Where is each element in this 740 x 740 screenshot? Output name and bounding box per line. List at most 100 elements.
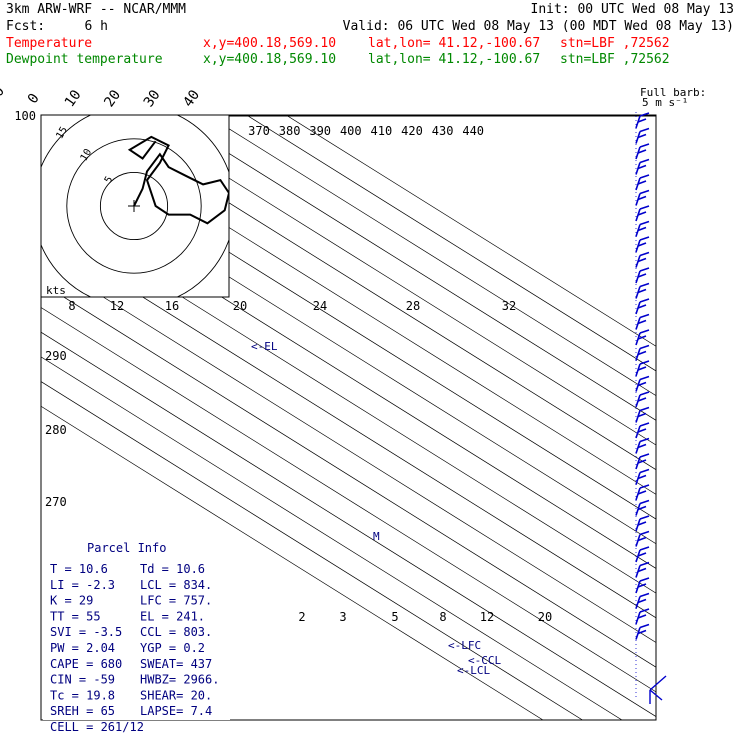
wind-barb-flag bbox=[637, 118, 647, 123]
theta-label: 370 bbox=[248, 124, 270, 138]
wind-barb-flag bbox=[639, 546, 650, 551]
isotherm-label: 0 bbox=[25, 91, 43, 107]
wind-barb-flag bbox=[637, 304, 647, 309]
parcel-cell-right: SWEAT= 437 bbox=[140, 657, 212, 671]
wind-barb-flag bbox=[637, 288, 647, 294]
mixing-ratio-label: 20 bbox=[538, 610, 552, 624]
surface-barb bbox=[649, 689, 663, 701]
wind-barb-flag bbox=[637, 133, 647, 139]
isotherm-label: -10 bbox=[0, 84, 8, 114]
wind-barb-flag bbox=[637, 536, 647, 542]
hodograph: 5 10 15 bbox=[41, 115, 229, 297]
isotherm-label: 10 bbox=[62, 87, 85, 110]
parcel-cell-left: TT = 55 bbox=[50, 609, 101, 623]
wind-barb-flag bbox=[637, 490, 647, 495]
wind-barb-flag bbox=[637, 180, 647, 185]
parcel-cell-left: SVI = -3.5 bbox=[50, 625, 122, 639]
wind-barb-flag bbox=[639, 360, 650, 365]
parcel-cell-right: EL = 241. bbox=[140, 609, 205, 623]
side-scale-label: 280 bbox=[45, 423, 67, 437]
parcel-cell-left: PW = 2.04 bbox=[50, 641, 115, 655]
wind-barb-flag bbox=[637, 614, 647, 619]
theta-label: 420 bbox=[401, 124, 423, 138]
wind-barb-flag bbox=[637, 505, 647, 511]
wind-barb-flag bbox=[639, 515, 650, 520]
wind-barb-flag bbox=[637, 459, 647, 464]
isotherm-line bbox=[41, 381, 583, 720]
wind-barb-flag bbox=[639, 127, 650, 133]
wind-barb-flag bbox=[637, 149, 647, 154]
wind-barb-flag bbox=[639, 298, 650, 303]
isotherm-label: 20 bbox=[101, 87, 124, 110]
wind-barb-flag bbox=[637, 211, 647, 216]
parcel-cell-right: Td = 10.6 bbox=[140, 562, 205, 576]
theta-label: 410 bbox=[371, 124, 393, 138]
wind-barb-flag bbox=[639, 236, 650, 241]
ccl-marker: <-CCL bbox=[468, 654, 501, 667]
barb-legend-title: Full barb: bbox=[640, 86, 706, 99]
theta-label: 440 bbox=[462, 124, 484, 138]
pressure-label: 100 bbox=[14, 109, 36, 123]
mixing-ratio-label: 2 bbox=[298, 610, 305, 624]
isotherm-line bbox=[127, 115, 656, 446]
wind-barb-flag bbox=[639, 592, 650, 598]
wind-barb-flag bbox=[637, 397, 647, 402]
isotherm-label: 40 bbox=[180, 87, 203, 110]
height-scale-label: 24 bbox=[313, 299, 327, 313]
height-scale-label: 28 bbox=[406, 299, 420, 313]
wind-barb-flag bbox=[639, 453, 650, 458]
wind-barb-flag bbox=[639, 608, 650, 613]
wind-barb-flag bbox=[639, 329, 650, 334]
hodograph-ring-label: 10 bbox=[79, 147, 95, 163]
parcel-cell-left: CAPE = 680 bbox=[50, 657, 122, 671]
wind-barb-flag bbox=[639, 561, 650, 567]
mixing-ratio-label: 8 bbox=[439, 610, 446, 624]
parcel-cell-left: CELL = 261/12 bbox=[50, 720, 144, 734]
wind-barb-flag bbox=[637, 567, 647, 573]
wind-barb-flag bbox=[639, 267, 650, 272]
theta-label: 400 bbox=[340, 124, 362, 138]
wind-barb-flag bbox=[637, 583, 647, 588]
wind-barb-flag bbox=[639, 530, 650, 536]
wind-barb-flag bbox=[639, 623, 650, 629]
barb-legend-unit: 5 m s⁻¹ bbox=[642, 96, 688, 109]
wind-barb-flag bbox=[639, 437, 650, 443]
wind-barb-flag bbox=[637, 257, 647, 263]
legend-temperature-latlon: lat,lon= 41.12,-100.67 bbox=[368, 36, 540, 51]
valid-time: Valid: 06 UTC Wed 08 May 13 (00 MDT Wed … bbox=[343, 19, 734, 34]
legend-dewpoint: Dewpoint temperature bbox=[6, 52, 163, 67]
parcel-cell-right: YGP = 0.2 bbox=[140, 641, 205, 655]
lfc-marker: <-LFC bbox=[448, 639, 481, 652]
wind-barb-flag bbox=[637, 335, 647, 340]
wind-barbs bbox=[635, 112, 667, 704]
wind-barb-flag bbox=[637, 350, 647, 356]
wind-barb-flag bbox=[639, 189, 650, 195]
legend-temperature-xy: x,y=400.18,569.10 bbox=[203, 36, 336, 51]
parcel-cell-left: CIN = -59 bbox=[50, 673, 115, 687]
hodograph-ring bbox=[99, 171, 169, 241]
wind-barb-flag bbox=[639, 143, 650, 148]
isotherm-line bbox=[285, 115, 656, 347]
parcel-cell-left: Tc = 19.8 bbox=[50, 688, 115, 702]
wind-barb-flag bbox=[637, 366, 647, 371]
isotherm-line bbox=[41, 331, 656, 717]
wind-barb-flag bbox=[637, 319, 647, 325]
wind-barb-flag bbox=[639, 344, 650, 350]
legend-dewpoint-latlon: lat,lon= 41.12,-100.67 bbox=[368, 52, 540, 67]
parcel-cell-right: LAPSE= 7.4 bbox=[140, 704, 212, 718]
wind-barb-flag bbox=[639, 220, 650, 226]
parcel-info-table: T = 10.6 Td = 10.6 LI = -2.3 LCL = 834. K = … bbox=[50, 562, 219, 734]
mixing-ratio-label: 3 bbox=[339, 610, 346, 624]
wind-barb-flag bbox=[637, 629, 647, 635]
theta-label: 380 bbox=[279, 124, 301, 138]
mixing-ratio-label: 5 bbox=[391, 610, 398, 624]
wind-barb-flag bbox=[637, 552, 647, 557]
parcel-cell-right: CCL = 803. bbox=[140, 625, 212, 639]
isotherm-line bbox=[41, 307, 656, 693]
mixing-ratio-label: 12 bbox=[480, 610, 494, 624]
plot-frame bbox=[40, 114, 657, 721]
lcl-marker: <-LCL bbox=[457, 664, 490, 677]
isotherm-line bbox=[41, 233, 656, 619]
